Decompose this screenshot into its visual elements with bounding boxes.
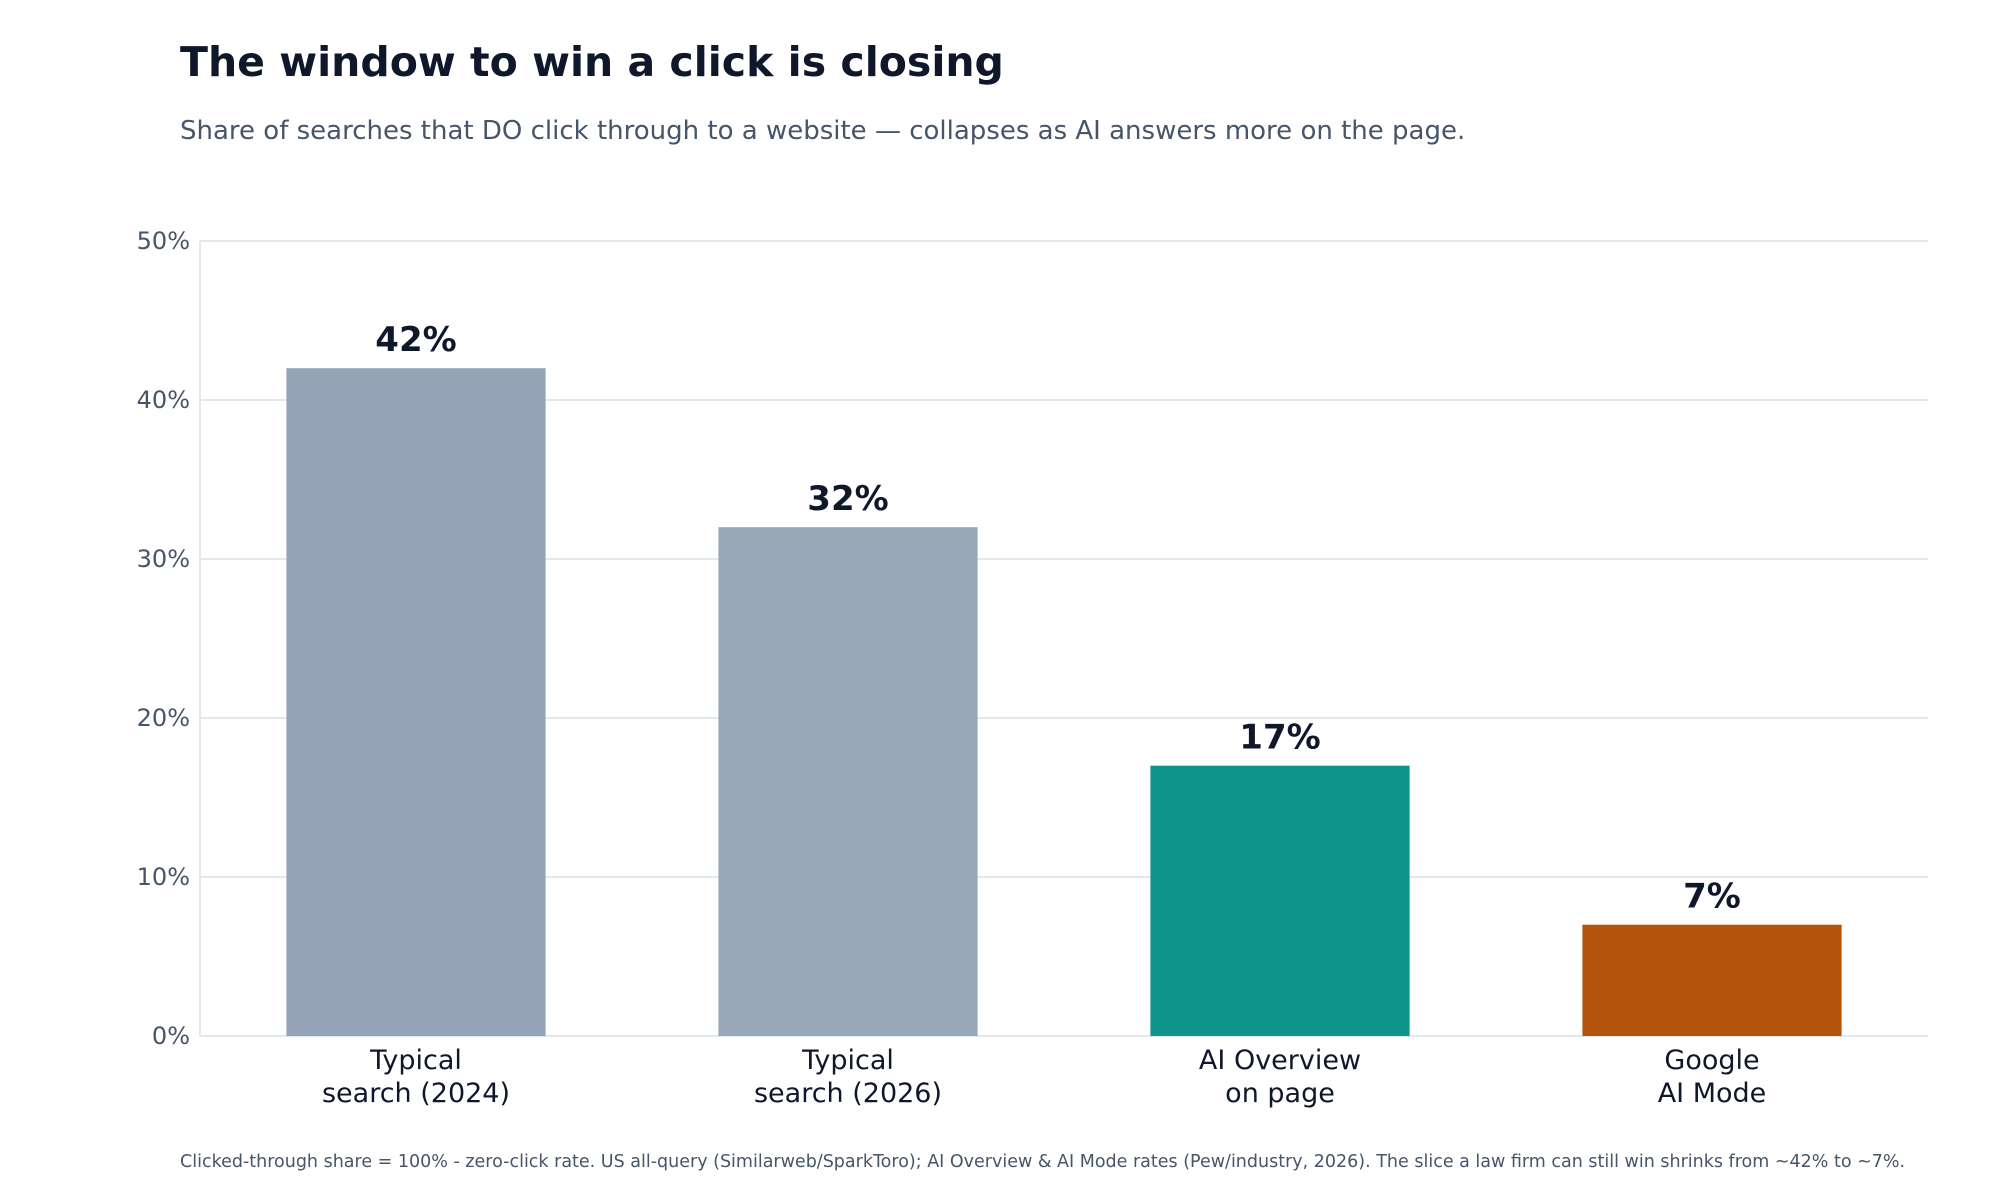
chart-subtitle: Share of searches that DO click through … <box>180 116 1466 146</box>
x-tick-label: Typical <box>369 1045 462 1076</box>
data-label: 17% <box>1239 718 1320 758</box>
bar <box>1150 765 1410 1036</box>
y-tick-label: 30% <box>137 545 190 573</box>
x-tick-label: AI Mode <box>1658 1078 1767 1109</box>
data-label: 32% <box>807 479 888 519</box>
bar <box>718 527 978 1036</box>
footnote: Clicked-through share = 100% - zero-clic… <box>180 1152 1906 1172</box>
value-labels: 42% 32% 17% 7% <box>375 320 1741 917</box>
x-tick-label: search (2026) <box>754 1078 942 1109</box>
bar <box>1582 924 1842 1036</box>
bar <box>286 368 546 1036</box>
y-tick-label: 10% <box>137 863 190 891</box>
x-tick-label: AI Overview <box>1199 1045 1361 1076</box>
y-tick-label: 0% <box>152 1022 190 1050</box>
data-label: 7% <box>1683 877 1741 917</box>
bars <box>286 368 1842 1036</box>
x-tick-label: search (2024) <box>322 1078 510 1109</box>
y-tick-label: 50% <box>137 227 190 255</box>
y-tick-labels: 0% 10% 20% 30% 40% 50% <box>137 227 190 1050</box>
x-tick-label: Google <box>1664 1045 1759 1076</box>
chart-title: The window to win a click is closing <box>180 38 1004 86</box>
y-tick-label: 40% <box>137 386 190 414</box>
x-tick-label: Typical <box>801 1045 894 1076</box>
data-label: 42% <box>375 320 456 360</box>
y-tick-label: 20% <box>137 704 190 732</box>
x-tick-label: on page <box>1225 1078 1335 1109</box>
